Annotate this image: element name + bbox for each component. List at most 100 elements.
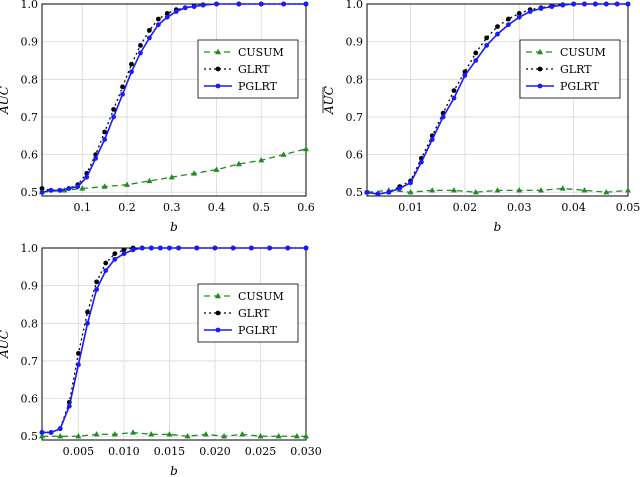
- data-point: [472, 189, 479, 195]
- data-point: [625, 1, 631, 7]
- data-point: [66, 403, 72, 409]
- y-tick-label: 0.6: [346, 149, 364, 162]
- data-point: [571, 1, 577, 7]
- data-point: [191, 170, 198, 176]
- y-tick-label: 1.0: [346, 0, 364, 11]
- data-point: [494, 187, 501, 193]
- data-point: [48, 430, 54, 435]
- y-tick-label: 0.8: [21, 73, 39, 86]
- data-point: [39, 189, 45, 195]
- legend-label-glrt: GLRT: [238, 307, 270, 320]
- y-tick-label: 0.8: [346, 73, 364, 86]
- data-point: [200, 2, 206, 8]
- y-tick-label: 0.9: [21, 36, 39, 49]
- y-axis-label: AUC: [0, 86, 11, 115]
- x-tick-label: 0.4: [208, 201, 226, 214]
- legend-marker: [537, 66, 543, 72]
- plot-frame: [41, 247, 307, 441]
- x-tick-label: 0.5: [253, 201, 271, 214]
- data-point: [473, 58, 479, 63]
- data-point: [408, 180, 413, 186]
- y-tick-label: 0.7: [21, 111, 39, 124]
- x-axis-label: b: [494, 220, 502, 234]
- series-cusum: [39, 429, 309, 439]
- data-point: [364, 189, 370, 195]
- data-point: [102, 129, 108, 135]
- data-point: [213, 166, 220, 172]
- x-tick-label: 0.01: [398, 201, 423, 214]
- legend: CUSUM GLRT PGLRT: [197, 283, 299, 343]
- series-line-cusum: [41, 148, 307, 193]
- data-point: [560, 2, 566, 8]
- data-point: [121, 251, 127, 257]
- x-tick-label: 0.05: [616, 201, 640, 214]
- data-point: [57, 426, 63, 432]
- x-axis-label: b: [170, 220, 178, 234]
- x-tick-label: 0.005: [63, 445, 95, 458]
- x-tick-label: 0.030: [290, 445, 322, 458]
- data-point: [303, 1, 309, 7]
- data-point: [505, 22, 511, 28]
- data-point: [375, 191, 381, 197]
- data-point: [139, 245, 145, 251]
- data-point: [148, 245, 154, 251]
- data-point: [112, 251, 118, 257]
- plot-frame: [366, 3, 629, 197]
- data-point: [166, 431, 173, 437]
- data-point: [202, 431, 209, 437]
- data-point: [39, 433, 45, 439]
- data-point: [57, 187, 63, 193]
- legend-label-cusum: CUSUM: [238, 46, 284, 59]
- data-point: [111, 107, 116, 112]
- series-pglrt: [39, 1, 309, 195]
- data-point: [280, 151, 287, 157]
- data-point: [473, 50, 479, 56]
- data-point: [164, 14, 170, 20]
- y-axis-label: AUC: [0, 330, 11, 359]
- data-point: [386, 189, 392, 195]
- data-point: [155, 16, 161, 22]
- data-point: [258, 1, 264, 7]
- data-point: [451, 95, 457, 101]
- data-point: [429, 137, 435, 142]
- data-point: [495, 24, 500, 29]
- legend-label-glrt: GLRT: [560, 63, 592, 76]
- y-axis-label: AUC: [322, 86, 336, 115]
- data-point: [516, 14, 522, 20]
- legend-marker: [215, 327, 221, 333]
- data-point: [94, 287, 100, 292]
- data-point: [93, 155, 99, 161]
- legend-label-pglrt: PGLRT: [560, 80, 600, 93]
- data-point: [275, 433, 282, 439]
- data-point: [101, 183, 108, 189]
- legend-marker: [215, 292, 221, 299]
- data-point: [239, 431, 246, 437]
- data-point: [212, 245, 218, 251]
- data-point: [155, 22, 161, 28]
- data-point: [303, 145, 309, 152]
- data-point: [48, 187, 54, 193]
- data-point: [592, 1, 598, 7]
- data-point: [111, 114, 116, 120]
- data-point: [285, 245, 291, 251]
- legend: CUSUM GLRT PGLRT: [519, 39, 621, 99]
- data-point: [84, 174, 90, 180]
- legend-marker: [215, 66, 221, 72]
- series-glrt: [364, 1, 631, 197]
- data-point: [516, 187, 523, 193]
- data-point: [76, 362, 81, 368]
- y-tick-label: 0.5: [21, 430, 39, 443]
- data-point: [148, 431, 155, 437]
- data-point: [176, 245, 181, 251]
- data-point: [267, 245, 272, 251]
- data-point: [124, 181, 131, 187]
- data-point: [505, 16, 511, 22]
- data-point: [168, 173, 175, 180]
- y-tick-label: 0.5: [21, 186, 39, 199]
- data-point: [75, 433, 82, 439]
- x-tick-label: 0.6: [297, 201, 315, 214]
- chart-panel-2: 0.01 0.02 0.03 0.04 0.05 0.5 0.6 0.7 0.8 0.9 1.0 b A…: [322, 0, 640, 234]
- y-tick-label: 0.9: [346, 36, 364, 49]
- data-point: [102, 137, 108, 142]
- data-point: [129, 61, 134, 67]
